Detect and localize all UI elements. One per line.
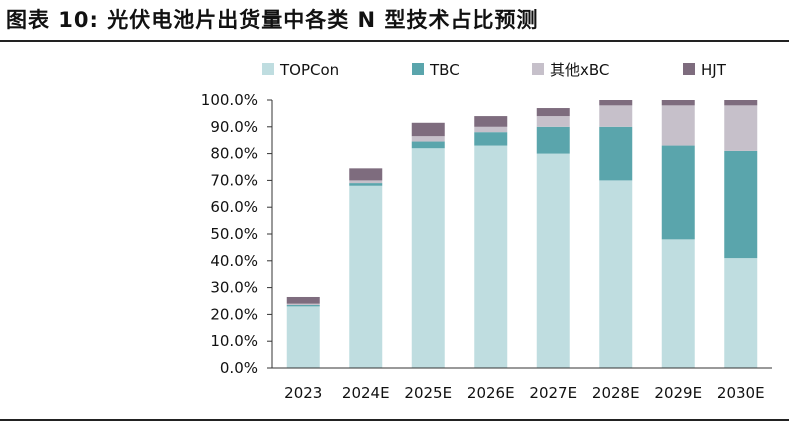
y-axis: 0.0% 10.0% 20.0% 30.0% 40.0% 50.0% 60.0% 70.0% 8… <box>201 91 273 377</box>
bar-segment <box>474 132 508 146</box>
y-tick-label: 50.0% <box>210 225 258 243</box>
y-tick-label: 100.0% <box>201 91 258 109</box>
bar-segment <box>286 296 320 304</box>
bar-segment <box>349 185 383 368</box>
y-tick-label: 20.0% <box>210 305 258 323</box>
x-tick-label: 2027E <box>529 384 577 402</box>
bar-segment <box>286 306 320 368</box>
bar-segment <box>724 105 758 151</box>
bars <box>286 100 758 368</box>
bar-segment <box>661 105 695 146</box>
bar-segment <box>286 303 320 306</box>
bar-segment <box>599 180 633 368</box>
y-tick-label: 10.0% <box>210 332 258 350</box>
legend-swatch <box>532 63 544 75</box>
bar-segment <box>474 145 508 368</box>
bottom-rule <box>0 419 789 421</box>
bar-segment <box>724 100 758 106</box>
y-tick-label: 70.0% <box>210 171 258 189</box>
bar-segment <box>724 150 758 259</box>
legend-label: TBC <box>429 61 460 79</box>
bar-segment <box>411 141 445 149</box>
bar-segment <box>661 239 695 368</box>
bar-segment <box>474 116 508 127</box>
bar-segment <box>536 126 570 154</box>
bar-segment <box>349 168 383 181</box>
bar-segment <box>411 148 445 368</box>
legend-swatch <box>683 63 695 75</box>
legend-label: 其他xBC <box>550 61 609 79</box>
x-tick-label: 2030E <box>717 384 765 402</box>
bar-segment <box>411 122 445 137</box>
bar-segment <box>536 108 570 117</box>
legend-label: TOPCon <box>279 61 339 79</box>
bar-segment <box>599 126 633 181</box>
bar-segment <box>349 183 383 186</box>
bar-segment <box>661 145 695 240</box>
x-tick-label: 2029E <box>654 384 702 402</box>
legend-label: HJT <box>701 61 727 79</box>
x-tick-label: 2023 <box>284 384 322 402</box>
bar-segment <box>599 100 633 106</box>
bar-segment <box>474 126 508 133</box>
legend-swatch <box>262 63 274 75</box>
x-tick-label: 2026E <box>467 384 515 402</box>
y-tick-label: 80.0% <box>210 145 258 163</box>
y-tick-label: 40.0% <box>210 252 258 270</box>
legend: TOPCon TBC 其他xBC HJT <box>262 61 727 79</box>
title-rule <box>0 40 789 42</box>
chart-title: 图表 10: 光伏电池片出货量中各类 N 型技术占比预测 <box>6 8 539 32</box>
x-tick-label: 2024E <box>342 384 390 402</box>
x-axis: 2023 2024E 2025E 2026E 2027E 2028E 2029E 2030E <box>272 367 772 402</box>
bar-segment <box>724 258 758 368</box>
bar-segment <box>599 105 633 127</box>
bar-segment <box>536 153 570 368</box>
x-tick-label: 2025E <box>404 384 452 402</box>
y-tick-label: 30.0% <box>210 279 258 297</box>
bar-segment <box>661 100 695 106</box>
bar-segment <box>536 116 570 127</box>
bar-segment <box>286 305 320 307</box>
legend-swatch <box>412 63 424 75</box>
bar-segment <box>349 180 383 184</box>
bar-segment <box>411 136 445 142</box>
x-tick-label: 2028E <box>592 384 640 402</box>
y-tick-label: 0.0% <box>220 359 258 377</box>
y-tick-label: 90.0% <box>210 118 258 136</box>
y-tick-label: 60.0% <box>210 198 258 216</box>
